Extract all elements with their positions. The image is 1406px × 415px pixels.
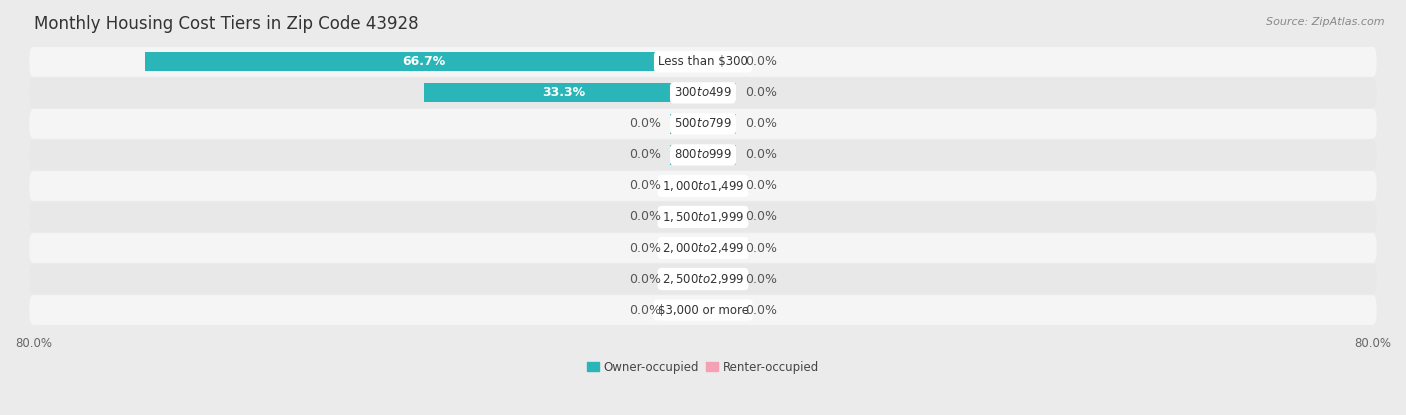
- Text: $300 to $499: $300 to $499: [673, 86, 733, 99]
- Text: 0.0%: 0.0%: [628, 210, 661, 223]
- Text: 0.0%: 0.0%: [745, 86, 778, 99]
- FancyBboxPatch shape: [30, 109, 1376, 139]
- Text: 0.0%: 0.0%: [745, 273, 778, 286]
- Text: $500 to $799: $500 to $799: [673, 117, 733, 130]
- Text: $1,500 to $1,999: $1,500 to $1,999: [662, 210, 744, 224]
- Bar: [703, 114, 737, 134]
- Text: Less than $300: Less than $300: [658, 55, 748, 68]
- Text: 0.0%: 0.0%: [745, 149, 778, 161]
- FancyBboxPatch shape: [30, 140, 1376, 170]
- Bar: [703, 176, 737, 195]
- Text: 66.7%: 66.7%: [402, 55, 446, 68]
- Bar: [669, 114, 703, 134]
- FancyBboxPatch shape: [30, 264, 1376, 294]
- Bar: [669, 176, 703, 195]
- Bar: [703, 269, 737, 289]
- Text: Monthly Housing Cost Tiers in Zip Code 43928: Monthly Housing Cost Tiers in Zip Code 4…: [34, 15, 418, 33]
- Bar: [425, 83, 703, 103]
- Text: $3,000 or more: $3,000 or more: [658, 303, 748, 317]
- Bar: [703, 238, 737, 258]
- Text: 0.0%: 0.0%: [745, 179, 778, 193]
- Bar: [669, 145, 703, 164]
- Text: 0.0%: 0.0%: [745, 242, 778, 254]
- FancyBboxPatch shape: [30, 47, 1376, 77]
- Text: $2,500 to $2,999: $2,500 to $2,999: [662, 272, 744, 286]
- FancyBboxPatch shape: [30, 202, 1376, 232]
- Text: 0.0%: 0.0%: [745, 117, 778, 130]
- Bar: [703, 208, 737, 227]
- Text: 0.0%: 0.0%: [745, 210, 778, 223]
- Text: 0.0%: 0.0%: [745, 55, 778, 68]
- Text: 0.0%: 0.0%: [745, 303, 778, 317]
- Text: $1,000 to $1,499: $1,000 to $1,499: [662, 179, 744, 193]
- Bar: [703, 83, 737, 103]
- FancyBboxPatch shape: [30, 171, 1376, 201]
- Text: $2,000 to $2,499: $2,000 to $2,499: [662, 241, 744, 255]
- Text: 0.0%: 0.0%: [628, 273, 661, 286]
- Text: 0.0%: 0.0%: [628, 242, 661, 254]
- Text: 0.0%: 0.0%: [628, 117, 661, 130]
- Bar: [669, 208, 703, 227]
- Text: Source: ZipAtlas.com: Source: ZipAtlas.com: [1267, 17, 1385, 27]
- Legend: Owner-occupied, Renter-occupied: Owner-occupied, Renter-occupied: [582, 356, 824, 378]
- FancyBboxPatch shape: [30, 295, 1376, 325]
- FancyBboxPatch shape: [30, 233, 1376, 263]
- Text: 0.0%: 0.0%: [628, 303, 661, 317]
- Bar: [669, 238, 703, 258]
- Bar: [703, 145, 737, 164]
- Bar: [703, 52, 737, 71]
- Text: 33.3%: 33.3%: [543, 86, 585, 99]
- Text: 0.0%: 0.0%: [628, 179, 661, 193]
- Bar: [669, 269, 703, 289]
- Text: 0.0%: 0.0%: [628, 149, 661, 161]
- FancyBboxPatch shape: [30, 78, 1376, 108]
- Bar: [669, 300, 703, 320]
- Bar: [703, 300, 737, 320]
- Bar: [145, 52, 703, 71]
- Text: $800 to $999: $800 to $999: [673, 149, 733, 161]
